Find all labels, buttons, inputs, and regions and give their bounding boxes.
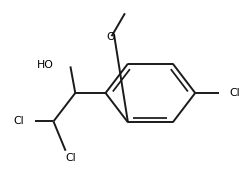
Text: Cl: Cl xyxy=(13,116,24,126)
Text: O: O xyxy=(106,32,115,42)
Text: Cl: Cl xyxy=(230,88,240,98)
Text: Cl: Cl xyxy=(65,153,76,163)
Text: HO: HO xyxy=(37,60,53,70)
